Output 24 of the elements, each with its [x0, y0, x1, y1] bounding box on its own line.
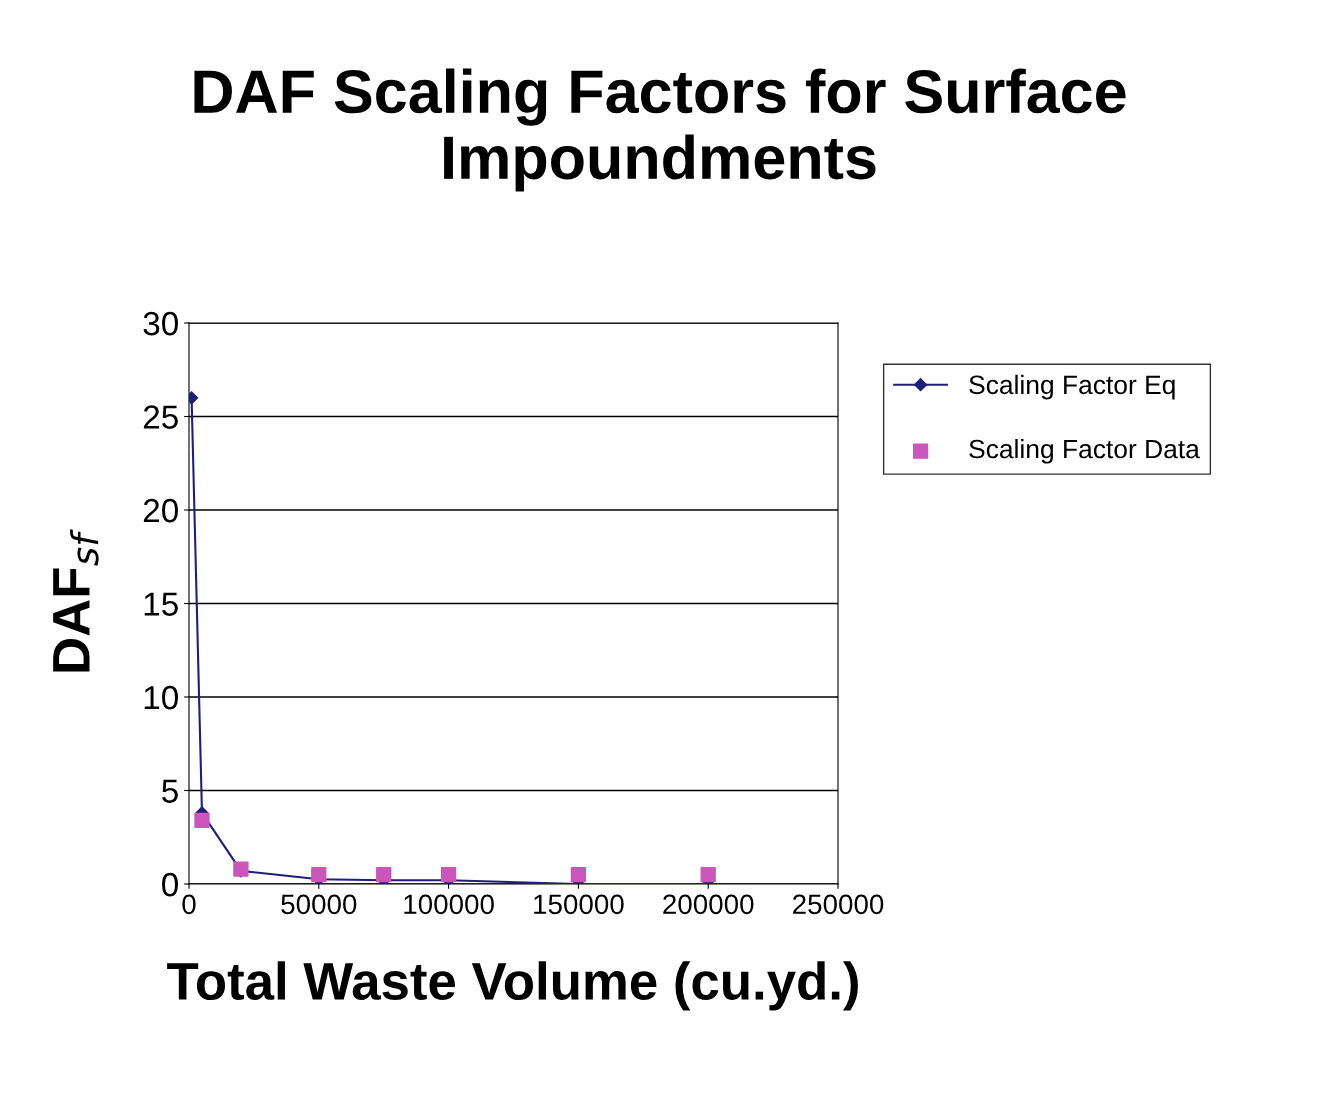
x-tick-label: 150000 [534, 894, 624, 915]
y-tick-label: 10 [144, 685, 178, 710]
y-tick-label: 5 [162, 779, 178, 803]
legend-label: Scaling Factor Eq [969, 374, 1175, 400]
point [440, 867, 457, 883]
x-tick-label: 250000 [793, 894, 884, 915]
x-tick-label: 0 [182, 894, 196, 915]
x-tick-label: 200000 [663, 894, 754, 915]
point [376, 867, 392, 883]
legend-label: Scaling Factor Data [969, 438, 1200, 464]
y-axis-title: DAF$_{sf}$ [53, 529, 99, 672]
x-axis-title: Total Waste Volume (cu.yd.) [167, 961, 858, 1011]
point [700, 867, 716, 883]
y-tick-label: 0 [162, 872, 178, 897]
y-tick-label: 15 [144, 592, 178, 616]
y-tick-label: 25 [143, 405, 178, 429]
y-tick-label: 30 [143, 311, 178, 336]
point [311, 867, 327, 883]
point [194, 812, 210, 829]
x-tick-label: 100000 [404, 894, 494, 915]
y-tick-label: 20 [143, 498, 178, 523]
x-tick-label: 50000 [281, 894, 357, 915]
chart-title: DAF Scaling Factors for Surface Impoundments [194, 68, 1126, 192]
point [570, 867, 587, 883]
